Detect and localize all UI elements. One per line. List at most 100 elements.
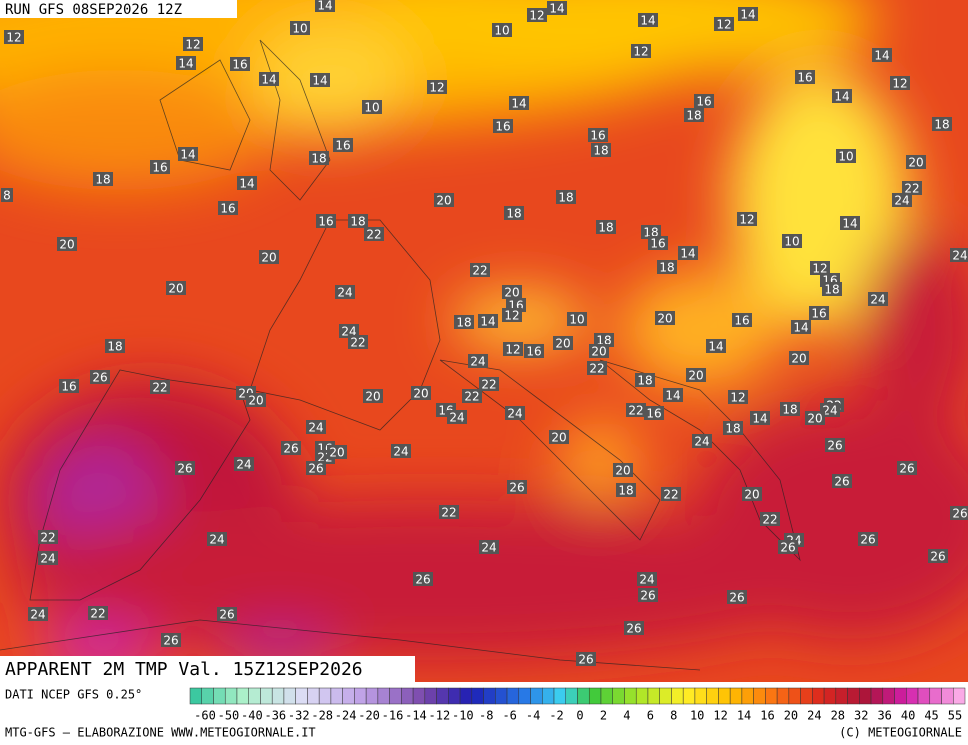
legend-tick-label: 12 xyxy=(713,709,727,723)
map-title: APPARENT 2M TMP Val. 15Z12SEP2026 xyxy=(5,659,363,680)
label-value: 22 xyxy=(464,390,479,404)
label-box xyxy=(556,190,576,204)
label-value: 16 xyxy=(797,71,812,85)
label-box xyxy=(789,351,809,365)
label-value: 18 xyxy=(506,207,521,221)
label-box xyxy=(760,512,780,526)
label-box xyxy=(178,147,198,161)
label-value: 26 xyxy=(834,475,849,489)
label-value: 20 xyxy=(365,390,380,404)
legend-swatch xyxy=(342,687,355,705)
label-value: 18 xyxy=(824,283,839,297)
label-value: 18 xyxy=(311,152,326,166)
label-box xyxy=(363,389,383,403)
temperature-field xyxy=(0,0,968,682)
label-value: 12 xyxy=(504,309,519,323)
legend-swatch xyxy=(295,687,308,705)
title-box xyxy=(0,656,415,682)
label-value: 26 xyxy=(92,371,107,385)
label-value: 16 xyxy=(590,129,605,143)
label-box xyxy=(684,108,704,122)
legend-swatch xyxy=(495,687,508,705)
label-value: 10 xyxy=(784,235,799,249)
label-value: 12 xyxy=(529,9,544,23)
legend-swatch xyxy=(506,687,520,705)
label-value: 22 xyxy=(366,228,381,242)
label-box xyxy=(259,72,279,86)
label-value: 24 xyxy=(470,355,485,369)
label-value: 14 xyxy=(261,73,276,87)
label-box xyxy=(892,193,912,207)
legend-swatch xyxy=(248,687,261,705)
label-box xyxy=(413,572,433,586)
label-box xyxy=(661,487,681,501)
legend-swatch xyxy=(283,687,296,705)
label-box xyxy=(217,607,237,621)
label-value: 20 xyxy=(657,312,672,326)
label-box xyxy=(641,225,661,239)
legend-swatch xyxy=(718,687,731,705)
label-value: 14 xyxy=(239,177,254,191)
label-value: 24 xyxy=(337,286,352,300)
label-box xyxy=(166,281,186,295)
legend-swatch xyxy=(823,687,837,705)
legend-tick-label: -8 xyxy=(479,709,493,723)
label-value: 22 xyxy=(762,513,777,527)
label-box xyxy=(655,311,675,325)
label-box xyxy=(567,312,587,326)
label-box xyxy=(587,361,607,375)
label-box xyxy=(57,237,77,251)
legend-swatch xyxy=(694,687,707,705)
label-value: 14 xyxy=(842,217,857,231)
label-box xyxy=(427,80,447,94)
label-value: 20 xyxy=(248,394,263,408)
label-box xyxy=(505,406,525,420)
label-value: 26 xyxy=(163,634,178,648)
legend-swatch xyxy=(588,687,602,705)
label-box xyxy=(728,390,748,404)
label-box xyxy=(492,23,512,37)
legend-swatch xyxy=(600,687,613,705)
legend-swatch xyxy=(847,687,860,705)
label-box xyxy=(613,463,633,477)
label-box xyxy=(502,308,522,322)
label-value: 26 xyxy=(827,439,842,453)
label-box xyxy=(150,160,170,174)
label-value: 14 xyxy=(480,315,495,329)
label-box xyxy=(591,143,611,157)
label-value: 16 xyxy=(152,161,167,175)
legend-tick-label: -14 xyxy=(405,709,427,723)
label-box xyxy=(780,402,800,416)
legend-swatch xyxy=(518,687,531,705)
label-value: 22 xyxy=(589,362,604,376)
legend-tick-label: -36 xyxy=(264,709,286,723)
label-box xyxy=(737,212,757,226)
label-box xyxy=(434,193,454,207)
label-value: 24 xyxy=(952,249,967,263)
label-box xyxy=(364,227,384,241)
label-box xyxy=(333,138,353,152)
label-value: 12 xyxy=(716,18,731,32)
legend-swatch xyxy=(389,687,402,705)
label-value: 22 xyxy=(90,607,105,621)
legend-swatch xyxy=(612,687,625,705)
label-box xyxy=(281,441,301,455)
label-box xyxy=(678,246,698,260)
legend-swatch xyxy=(318,687,332,705)
legend-swatch xyxy=(553,687,567,705)
label-value: 10 xyxy=(838,150,853,164)
legend-tick-label: 24 xyxy=(807,709,821,723)
label-box xyxy=(4,30,24,44)
label-value: 12 xyxy=(429,81,444,95)
legend-tick-label: 36 xyxy=(877,709,891,723)
legend-swatch xyxy=(765,687,778,705)
legend-swatch xyxy=(882,687,895,705)
label-value: 14 xyxy=(180,148,195,162)
label-box xyxy=(631,44,651,58)
label-box xyxy=(596,220,616,234)
label-box xyxy=(454,315,474,329)
label-box xyxy=(218,201,238,215)
label-box xyxy=(504,206,524,220)
label-value: 16 xyxy=(318,215,333,229)
